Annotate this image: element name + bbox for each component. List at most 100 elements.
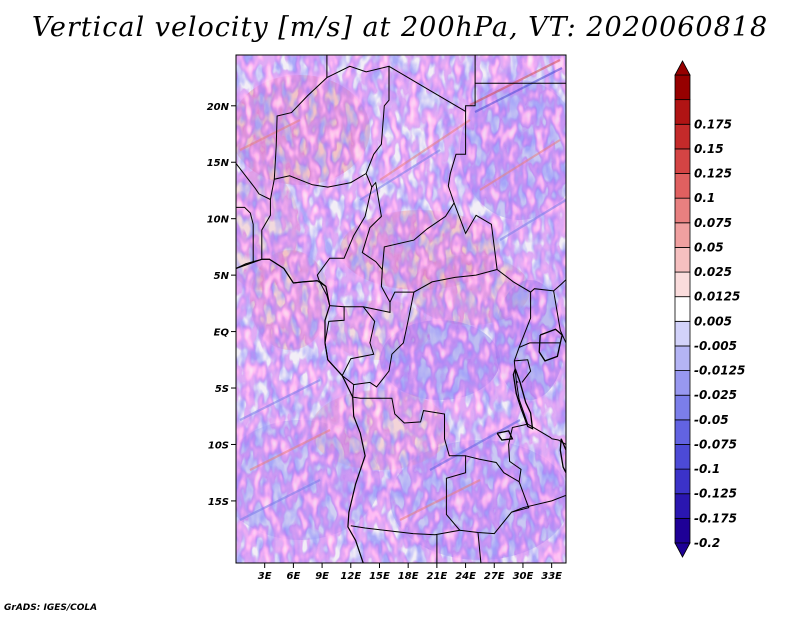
border-line bbox=[326, 55, 391, 313]
colorbar-swatch bbox=[674, 271, 691, 298]
border-line bbox=[511, 494, 566, 513]
x-tick-label: 33E bbox=[541, 571, 562, 582]
x-tick-label: 6E bbox=[286, 571, 300, 582]
border-line bbox=[261, 173, 367, 260]
lake-outline bbox=[512, 368, 534, 430]
streak bbox=[499, 199, 566, 241]
coastline bbox=[236, 258, 366, 563]
lake-outline bbox=[496, 430, 514, 441]
colorbar-label: 0.15 bbox=[694, 142, 724, 156]
colorbar-swatch bbox=[674, 444, 691, 470]
streak bbox=[239, 379, 321, 421]
border-line bbox=[477, 532, 482, 563]
colorbar-label: 0.005 bbox=[694, 314, 732, 328]
border-line bbox=[459, 481, 530, 535]
x-axis: 3E 6E 9E 12E 15E 18E 21E 24E 27E 30E 33E bbox=[258, 563, 562, 582]
border-line bbox=[453, 202, 566, 293]
colorbar-swatch bbox=[674, 517, 691, 544]
y-tick-label: 5S bbox=[215, 384, 229, 395]
x-tick-label: 9E bbox=[315, 571, 329, 582]
x-tick-label: 15E bbox=[369, 571, 390, 582]
y-tick-label: 10N bbox=[207, 215, 230, 226]
x-tick-label: 24E bbox=[455, 571, 476, 582]
colorbar-swatch bbox=[674, 74, 691, 101]
border-line bbox=[389, 269, 498, 303]
map-frame bbox=[235, 54, 567, 564]
colorbar-label: -0.2 bbox=[694, 536, 720, 550]
colorbar-swatch bbox=[674, 320, 691, 347]
colorbar-swatch bbox=[674, 173, 691, 199]
colorbar-label: 0.175 bbox=[694, 117, 732, 131]
y-tick-label: 10S bbox=[208, 440, 229, 451]
colorbar-label: -0.1 bbox=[694, 462, 720, 476]
border-line bbox=[341, 306, 376, 376]
colorbar-label: -0.0125 bbox=[694, 364, 745, 378]
colorbar-swatch bbox=[674, 345, 691, 371]
map-plot-area bbox=[235, 54, 567, 564]
colorbar-swatch bbox=[674, 99, 691, 125]
streak bbox=[474, 67, 563, 113]
streak bbox=[479, 139, 561, 191]
y-tick-label: 20N bbox=[207, 102, 230, 113]
colorbar-label: -0.005 bbox=[694, 339, 737, 353]
country-borders bbox=[236, 55, 566, 563]
streak bbox=[429, 419, 521, 471]
colorbar-label: -0.075 bbox=[694, 437, 737, 451]
streak bbox=[239, 479, 321, 521]
x-tick-label: 21E bbox=[426, 571, 447, 582]
border-line bbox=[316, 186, 373, 281]
x-tick-label: 27E bbox=[484, 571, 505, 582]
border-line bbox=[553, 290, 566, 344]
chart-title: Vertical velocity [m/s] at 200hPa, VT: 2… bbox=[31, 12, 769, 43]
border-line bbox=[516, 380, 519, 383]
colorbar-label: 0.1 bbox=[694, 191, 715, 205]
colorbar-min-arrow bbox=[674, 542, 691, 558]
colorbar-swatch bbox=[674, 493, 691, 519]
lake-outline bbox=[559, 438, 566, 473]
colorbar-label: 0.05 bbox=[694, 240, 724, 254]
streak bbox=[249, 429, 331, 471]
border-line bbox=[527, 423, 553, 440]
x-tick-label: 3E bbox=[258, 571, 272, 582]
colorbar-label: -0.05 bbox=[694, 413, 729, 427]
colorbar-swatch bbox=[674, 247, 691, 273]
border-line bbox=[518, 342, 561, 348]
border-line bbox=[465, 82, 566, 112]
colorbar: -0.2 -0.175 -0.125 -0.1 -0.075 -0.05 -0.025 -0.… bbox=[674, 60, 745, 558]
streak bbox=[469, 59, 561, 106]
streak bbox=[379, 119, 471, 181]
lake-outline bbox=[538, 328, 563, 362]
y-tick-label: 5N bbox=[214, 271, 230, 282]
border-line bbox=[236, 206, 254, 262]
footer-credit: GrADS: IGES/COLA bbox=[4, 603, 98, 613]
colorbar-label: 0.075 bbox=[694, 216, 732, 230]
colorbar-swatch bbox=[674, 148, 691, 174]
colorbar-swatch bbox=[674, 296, 691, 322]
x-tick-label: 12E bbox=[340, 571, 361, 582]
colorbar-max-arrow bbox=[674, 60, 691, 76]
colorbar-label: 0.0125 bbox=[694, 290, 740, 304]
colorbar-label: -0.025 bbox=[694, 388, 737, 402]
x-tick-label: 18E bbox=[398, 571, 419, 582]
colorbar-swatch bbox=[674, 394, 691, 421]
colorbar-swatch bbox=[674, 370, 691, 396]
colorbar-swatch bbox=[674, 222, 691, 248]
colorbar-swatch bbox=[674, 468, 691, 495]
colorbar-swatch bbox=[674, 123, 691, 150]
colorbar-swatch bbox=[674, 197, 691, 224]
y-tick-label: 15N bbox=[207, 158, 230, 169]
vertical-velocity-field bbox=[236, 55, 566, 563]
border-line bbox=[514, 359, 532, 383]
colorbar-label: -0.175 bbox=[694, 511, 737, 525]
streak-features bbox=[239, 59, 566, 521]
colorbar-label: 0.125 bbox=[694, 167, 732, 181]
y-tick-label: EQ bbox=[214, 328, 230, 339]
streak bbox=[359, 149, 441, 201]
streak bbox=[399, 479, 481, 521]
streak bbox=[239, 119, 301, 151]
border-line bbox=[350, 292, 467, 536]
colorbar-swatch bbox=[674, 419, 691, 445]
y-axis: 20N 15N 10N 5N EQ 5S 10S 15S bbox=[207, 102, 236, 508]
border-line bbox=[344, 302, 391, 314]
